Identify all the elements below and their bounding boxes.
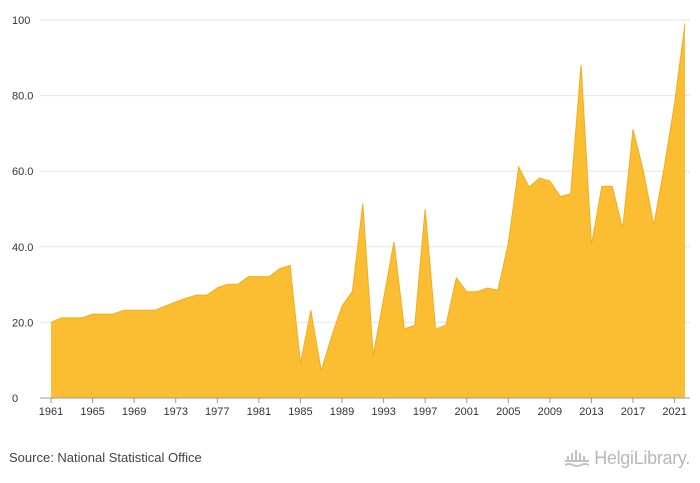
y-axis-labels: 0 20.0 40.0 60.0 80.0 100 (12, 15, 33, 405)
x-tick-label: 1981 (247, 406, 271, 418)
x-tick-label: 2021 (662, 406, 686, 418)
x-tick-label: 1985 (288, 406, 312, 418)
area-series (50, 23, 686, 398)
x-tick-label: 2017 (621, 406, 645, 418)
y-tick-label: 40.0 (12, 242, 33, 254)
x-axis: 1961 1965 1969 1973 1977 1981 1985 1989 1993 1997… (39, 397, 690, 418)
helgi-library-icon (565, 450, 590, 467)
y-tick-label: 20.0 (12, 317, 33, 329)
x-tick-label: 1993 (371, 406, 395, 418)
area-line (50, 23, 686, 371)
x-tick-label: 1977 (205, 406, 229, 418)
x-tick-label: 1965 (80, 406, 104, 418)
brand-logo[interactable]: HelgiLibrary. (564, 447, 690, 469)
area-fill (51, 23, 685, 398)
brand-name: HelgiLibrary. (594, 447, 690, 468)
y-tick-label: 0 (12, 393, 18, 405)
x-tick-label: 1969 (122, 406, 146, 418)
source-note: Source: National Statistical Office (9, 450, 202, 465)
x-tick-label: 2009 (538, 406, 562, 418)
x-tick-label: 1989 (330, 406, 354, 418)
area-chart: 0 20.0 40.0 60.0 80.0 100 1961 1965 1969 1973 197… (12, 15, 690, 418)
x-tick-label: 2013 (579, 406, 603, 418)
x-tick-label: 2001 (454, 406, 478, 418)
y-tick-label: 80.0 (12, 91, 33, 103)
x-tick-label: 1973 (163, 406, 187, 418)
y-tick-label: 60.0 (12, 166, 33, 178)
y-tick-label: 100 (12, 15, 30, 27)
x-tick-label: 1997 (413, 406, 437, 418)
x-tick-label: 1961 (39, 406, 63, 418)
x-tick-label: 2005 (496, 406, 520, 418)
